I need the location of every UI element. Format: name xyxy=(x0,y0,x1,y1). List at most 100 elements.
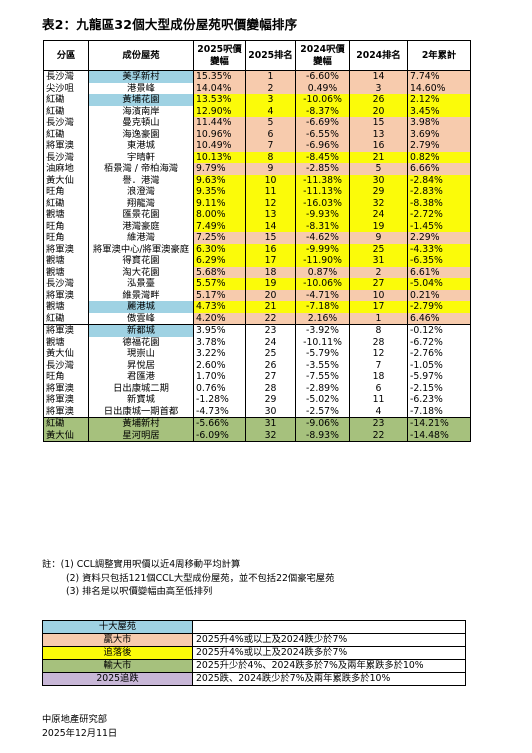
cell-district: 觀塘 xyxy=(43,266,89,278)
cell-rank-2025: 7 xyxy=(245,140,296,152)
cell-district: 黃大仙 xyxy=(43,174,89,186)
table-row: 長沙灣 曼克頓山 11.44% 5 -6.69% 15 3.98% xyxy=(43,117,471,129)
note-prefix: 註： xyxy=(42,559,61,570)
table-row: 旺角 浪澄灣 9.35% 11 -11.13% 29 -2.83% xyxy=(43,186,471,198)
table-row: 油麻地 栢景灣 / 帝柏海灣 9.79% 9 -2.85% 5 6.66% xyxy=(43,163,471,175)
cell-change-2024: -11.38% xyxy=(295,174,350,186)
table-row: 尖沙咀 港景峰 14.04% 2 0.49% 3 14.60% xyxy=(43,82,471,94)
cell-cumulative: -5.04% xyxy=(407,278,471,290)
cell-change-2024: -11.13% xyxy=(295,186,350,198)
cell-estate: 東港城 xyxy=(88,140,194,152)
cell-change-2025: 9.35% xyxy=(193,186,246,198)
cell-district: 紅磡 xyxy=(43,197,89,209)
cell-cumulative: -2.84% xyxy=(407,174,471,186)
legend-row: 十大屋苑 xyxy=(42,620,466,634)
cell-change-2025: 3.78% xyxy=(193,336,246,348)
cell-district: 紅磡 xyxy=(43,94,89,106)
cell-district: 將軍澳 xyxy=(43,243,89,255)
cell-district: 觀塘 xyxy=(43,301,89,313)
footer: 中原地產研究部 2025年12月11日 xyxy=(42,713,117,741)
cell-rank-2025: 21 xyxy=(245,301,296,313)
cell-estate: 譽．港灣 xyxy=(88,174,194,186)
cell-estate: 泓景臺 xyxy=(88,278,194,290)
cell-cumulative: -6.72% xyxy=(407,336,471,348)
table-header-row: 分區 成份屋苑 2025呎價變幅 2025排名 2024呎價變幅 2024排名 … xyxy=(43,40,471,71)
cell-rank-2025: 5 xyxy=(245,117,296,129)
legend-swatch-label: 追落後 xyxy=(42,646,193,660)
cell-cumulative: -1.05% xyxy=(407,359,471,371)
cell-cumulative: -2.83% xyxy=(407,186,471,198)
cell-rank-2025: 11 xyxy=(245,186,296,198)
cell-rank-2024: 18 xyxy=(349,371,408,383)
cell-rank-2024: 4 xyxy=(349,405,408,418)
cell-cumulative: -6.23% xyxy=(407,394,471,406)
cell-district: 油麻地 xyxy=(43,163,89,175)
cell-change-2025: 5.68% xyxy=(193,266,246,278)
cell-change-2025: -5.66% xyxy=(193,417,246,430)
cell-change-2025: 10.49% xyxy=(193,140,246,152)
cell-district: 旺角 xyxy=(43,186,89,198)
cell-cumulative: -14.21% xyxy=(407,417,471,430)
cell-district: 將軍澳 xyxy=(43,289,89,301)
cell-rank-2025: 6 xyxy=(245,128,296,140)
cell-rank-2024: 25 xyxy=(349,243,408,255)
table-row: 旺角 港灣豪庭 7.49% 14 -8.31% 19 -1.45% xyxy=(43,220,471,232)
cell-rank-2024: 26 xyxy=(349,94,408,106)
cell-change-2025: 7.49% xyxy=(193,220,246,232)
cell-change-2025: 3.22% xyxy=(193,348,246,360)
cell-cumulative: -2.15% xyxy=(407,382,471,394)
cell-rank-2025: 25 xyxy=(245,348,296,360)
cell-change-2025: 6.29% xyxy=(193,255,246,267)
cell-district: 將軍澳 xyxy=(43,140,89,152)
cell-cumulative: -8.38% xyxy=(407,197,471,209)
table-row: 將軍澳 日出康城二期 0.76% 28 -2.89% 6 -2.15% xyxy=(43,382,471,394)
cell-change-2025: 6.30% xyxy=(193,243,246,255)
cell-rank-2025: 2 xyxy=(245,82,296,94)
table-title: 表2：九龍區32個大型成份屋苑呎價變幅排序 xyxy=(42,17,298,32)
cell-district: 長沙灣 xyxy=(43,117,89,129)
cell-district: 紅磡 xyxy=(43,128,89,140)
cell-rank-2024: 3 xyxy=(349,82,408,94)
legend-description: 2025升4%或以上及2024跌少於7% xyxy=(192,633,466,647)
table-row: 長沙灣 宇晴軒 10.13% 8 -8.45% 21 0.82% xyxy=(43,151,471,163)
header-rank-2025: 2025排名 xyxy=(245,40,296,71)
cell-estate: 翔龍灣 xyxy=(88,197,194,209)
table-row: 旺角 維港灣 7.25% 15 -4.62% 9 2.29% xyxy=(43,232,471,244)
table-row: 長沙灣 美孚新村 15.35% 1 -6.60% 14 7.74% xyxy=(43,70,471,83)
cell-cumulative: 2.12% xyxy=(407,94,471,106)
cell-change-2025: 14.04% xyxy=(193,82,246,94)
cell-rank-2024: 9 xyxy=(349,232,408,244)
cell-rank-2024: 8 xyxy=(349,324,408,337)
cell-rank-2025: 30 xyxy=(245,405,296,418)
cell-change-2024: -5.79% xyxy=(295,348,350,360)
cell-district: 旺角 xyxy=(43,371,89,383)
cell-change-2025: -1.28% xyxy=(193,394,246,406)
cell-change-2025: 8.00% xyxy=(193,209,246,221)
cell-district: 觀塘 xyxy=(43,209,89,221)
cell-change-2025: 3.95% xyxy=(193,324,246,337)
table-row: 黃大仙 星河明居 -6.09% 32 -8.93% 22 -14.48% xyxy=(43,429,471,442)
table-row: 旺角 君匯港 1.70% 27 -7.55% 18 -5.97% xyxy=(43,371,471,383)
cell-change-2024: 2.16% xyxy=(295,312,350,325)
cell-estate: 日出康城一期首都 xyxy=(88,405,194,418)
cell-change-2025: 13.53% xyxy=(193,94,246,106)
table-row: 紅磡 海濱南岸 12.90% 4 -8.37% 20 3.45% xyxy=(43,105,471,117)
cell-change-2024: -8.31% xyxy=(295,220,350,232)
legend-swatch-label: 輸大市 xyxy=(42,659,193,673)
legend-body: 十大屋苑 贏大市 2025升4%或以上及2024跌少於7% 追落後 2025升4%或以上… xyxy=(42,620,466,686)
cell-cumulative: -5.97% xyxy=(407,371,471,383)
cell-change-2024: -9.99% xyxy=(295,243,350,255)
cell-district: 尖沙咀 xyxy=(43,82,89,94)
table-row: 觀塘 得寶花園 6.29% 17 -11.90% 31 -6.35% xyxy=(43,255,471,267)
cell-rank-2024: 14 xyxy=(349,70,408,83)
cell-district: 觀塘 xyxy=(43,255,89,267)
cell-estate: 宇晴軒 xyxy=(88,151,194,163)
table-row: 將軍澳 將軍澳中心/將軍澳豪庭 6.30% 16 -9.99% 25 -4.33% xyxy=(43,243,471,255)
table-row: 觀塘 麗港城 4.73% 21 -7.18% 17 -2.79% xyxy=(43,301,471,313)
cell-rank-2025: 18 xyxy=(245,266,296,278)
cell-estate: 維景灣畔 xyxy=(88,289,194,301)
note-item-1: (1) CCL調整實用呎價以近4周移動平均計算 xyxy=(60,559,241,570)
cell-change-2024: -9.06% xyxy=(295,417,350,430)
cell-rank-2025: 24 xyxy=(245,336,296,348)
cell-change-2025: 0.76% xyxy=(193,382,246,394)
